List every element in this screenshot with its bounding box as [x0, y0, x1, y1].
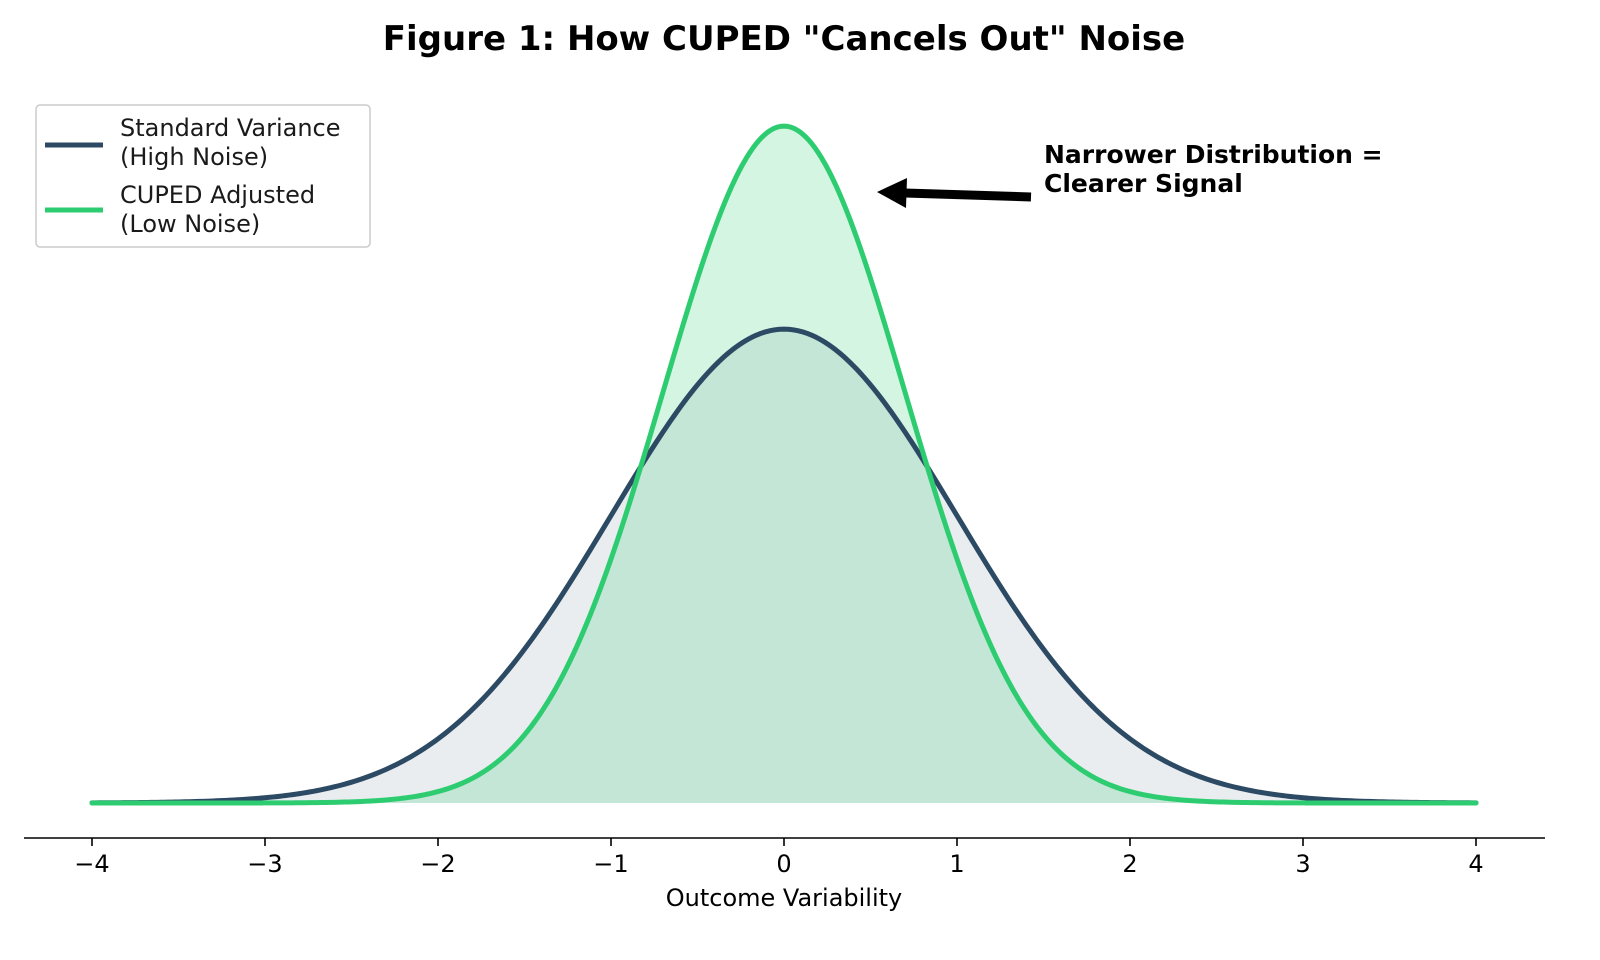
series-fill-cuped-adjusted: [92, 126, 1476, 804]
x-tick-label: 3: [1295, 850, 1310, 878]
legend-label-cuped-adjusted-line-1: CUPED Adjusted: [120, 181, 315, 209]
annotation: Narrower Distribution = Clearer Signal: [877, 140, 1383, 208]
legend-label-standard-variance-line-1: Standard Variance: [120, 114, 341, 142]
legend: Standard Variance (High Noise) CUPED Adj…: [35, 104, 371, 248]
x-tick-label: 4: [1468, 850, 1483, 878]
legend-label-cuped-adjusted-line-2: (Low Noise): [120, 210, 260, 238]
series-fill-standard-variance: [92, 329, 1476, 803]
x-tick-label: −1: [593, 850, 628, 878]
series-line-cuped-adjusted: [89, 123, 1479, 806]
x-tick-label: 1: [949, 850, 964, 878]
annotation-line-2: Clearer Signal: [1044, 169, 1243, 198]
x-tick-label: −3: [247, 850, 282, 878]
x-tick-label: −2: [420, 850, 455, 878]
legend-label-standard-variance-line-2: (High Noise): [120, 143, 268, 171]
annotation-arrow-shaft: [904, 188, 1032, 202]
x-tick-label: −4: [74, 850, 109, 878]
annotation-arrow-head: [877, 178, 907, 208]
chart-title: Figure 1: How CUPED "Cancels Out" Noise: [383, 19, 1185, 59]
x-axis-label: Outcome Variability: [666, 884, 903, 912]
x-axis-ticks: −4 −3 −2 −1 0 1 2 3 4: [74, 838, 1484, 878]
legend-frame: [35, 104, 371, 248]
x-tick-label: 2: [1122, 850, 1137, 878]
series-line-layer: [89, 123, 1479, 806]
fill-layer: [92, 126, 1476, 804]
x-tick-label: 0: [776, 850, 791, 878]
series-line-standard-variance: [89, 326, 1479, 806]
annotation-line-1: Narrower Distribution =: [1044, 140, 1383, 169]
